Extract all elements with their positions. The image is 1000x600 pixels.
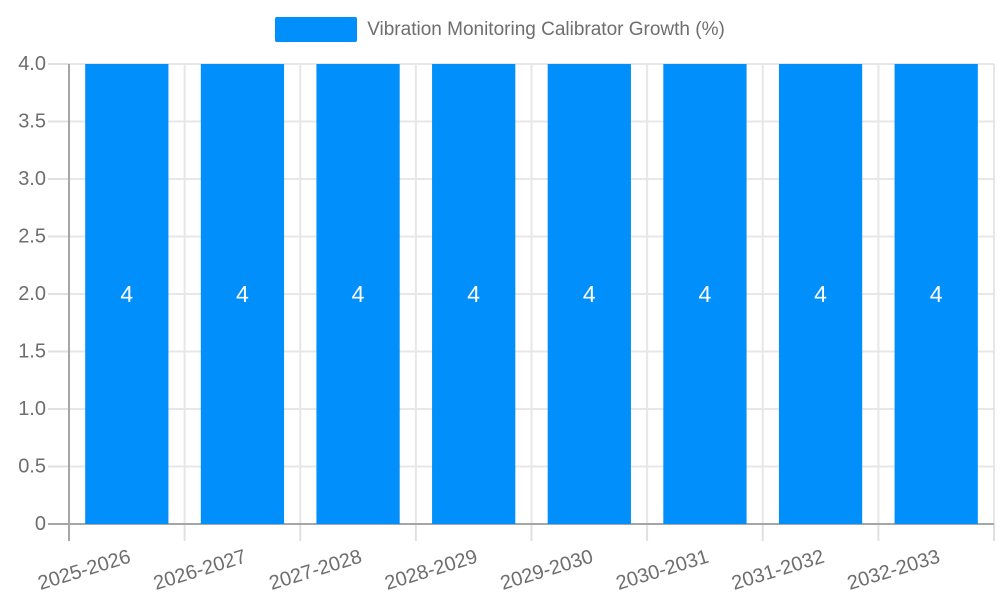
y-tick-label: 0.5 <box>18 456 46 478</box>
bar[interactable] <box>200 64 285 524</box>
x-tick-label: 2032-2033 <box>845 546 943 595</box>
y-tick-label: 2.5 <box>18 226 46 248</box>
bar-value-label: 4 <box>814 281 827 307</box>
x-tick-label: 2028-2029 <box>382 546 480 595</box>
legend-label: Vibration Monitoring Calibrator Growth (… <box>367 18 725 40</box>
x-tick-label: 2030-2031 <box>613 546 711 595</box>
y-tick-label: 4.0 <box>18 53 46 75</box>
x-tick-label: 2027-2028 <box>267 546 365 595</box>
x-tick-label: 2029-2030 <box>498 546 596 595</box>
bar-value-label: 4 <box>467 281 480 307</box>
bar-value-label: 4 <box>352 281 365 307</box>
bar[interactable] <box>85 64 169 524</box>
bar-value-label: 4 <box>120 281 133 307</box>
bar[interactable] <box>778 64 863 524</box>
y-tick-label: 3.5 <box>18 111 46 133</box>
bar[interactable] <box>432 64 516 524</box>
bar[interactable] <box>663 64 747 524</box>
y-tick-label: 0 <box>35 513 46 535</box>
x-tick-label: 2031-2032 <box>729 546 827 595</box>
bar-value-label: 4 <box>930 281 943 307</box>
bar-value-label: 4 <box>583 281 596 307</box>
y-tick-label: 3.0 <box>18 168 46 190</box>
bar-value-label: 4 <box>699 281 712 307</box>
bar[interactable] <box>316 64 400 524</box>
x-tick-label: 2025-2026 <box>35 546 133 595</box>
bar[interactable] <box>547 64 631 524</box>
x-tick-label: 2026-2027 <box>151 546 249 595</box>
legend[interactable]: Vibration Monitoring Calibrator Growth (… <box>0 17 1000 42</box>
bar[interactable] <box>894 64 978 524</box>
bar-value-label: 4 <box>236 281 249 307</box>
y-tick-label: 1.0 <box>18 398 46 420</box>
y-tick-label: 1.5 <box>18 341 46 363</box>
legend-marker[interactable] <box>275 17 358 42</box>
y-tick-label: 2.0 <box>18 283 46 305</box>
